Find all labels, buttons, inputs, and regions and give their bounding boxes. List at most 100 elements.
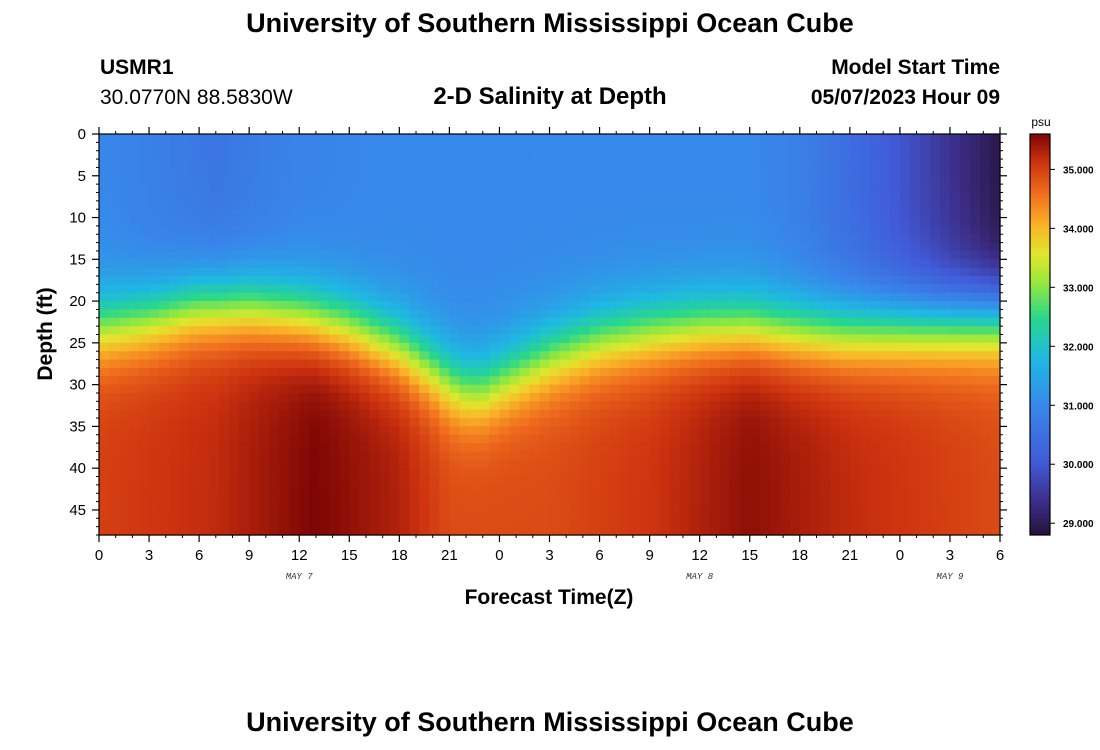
heatmap-cell xyxy=(349,142,360,152)
heatmap-cell xyxy=(99,250,110,260)
heatmap-cell xyxy=(219,443,230,453)
heatmap-cell xyxy=(369,217,380,227)
heatmap-cell xyxy=(539,184,551,194)
heatmap-cell xyxy=(639,501,651,511)
heatmap-cell xyxy=(259,509,270,519)
heatmap-cell xyxy=(429,484,440,494)
heatmap-cell xyxy=(209,209,220,219)
heatmap-cell xyxy=(159,184,170,194)
heatmap-cell xyxy=(299,184,310,194)
heatmap-cell xyxy=(209,509,220,519)
heatmap-cell xyxy=(339,242,350,252)
heatmap-cell xyxy=(919,192,931,202)
heatmap-cell xyxy=(439,501,450,511)
heatmap-cell xyxy=(889,209,901,219)
heatmap-cell xyxy=(709,267,721,277)
heatmap-cell xyxy=(529,526,541,536)
heatmap-cell xyxy=(729,292,741,302)
heatmap-cell xyxy=(729,401,741,411)
heatmap-cell xyxy=(209,476,220,486)
heatmap-cell xyxy=(459,326,471,336)
heatmap-cell xyxy=(379,200,390,210)
heatmap-cell xyxy=(259,225,270,235)
heatmap-cell xyxy=(739,342,751,352)
heatmap-cell xyxy=(169,518,180,528)
heatmap-cell xyxy=(309,526,320,536)
heatmap-cell xyxy=(149,192,160,202)
heatmap-cell xyxy=(639,225,651,235)
heatmap-cell xyxy=(519,200,531,210)
heatmap-cell xyxy=(799,434,811,444)
heatmap-cell xyxy=(859,167,871,177)
heatmap-cell xyxy=(639,267,651,277)
heatmap-cell xyxy=(819,367,831,377)
heatmap-cell xyxy=(269,334,280,344)
heatmap-cell xyxy=(919,175,931,185)
heatmap-cell xyxy=(519,418,531,427)
heatmap-cell xyxy=(839,367,851,377)
heatmap-cell xyxy=(579,284,591,294)
heatmap-cell xyxy=(489,292,501,302)
heatmap-cell xyxy=(819,200,831,210)
heatmap-cell xyxy=(929,159,941,169)
heatmap-cell xyxy=(649,359,661,369)
heatmap-cell xyxy=(549,459,561,469)
heatmap-cell xyxy=(709,468,721,478)
heatmap-cell xyxy=(199,234,210,244)
heatmap-cell xyxy=(689,217,701,227)
heatmap-cell xyxy=(309,509,320,519)
heatmap-cell xyxy=(679,493,691,503)
heatmap-cell xyxy=(799,376,811,386)
heatmap-cell xyxy=(139,142,150,152)
heatmap-cell xyxy=(459,301,471,311)
heatmap-cell xyxy=(749,476,761,486)
heatmap-cell xyxy=(239,509,250,519)
heatmap-cell xyxy=(409,359,420,369)
heatmap-cell xyxy=(759,409,771,419)
heatmap-cell xyxy=(399,192,410,202)
heatmap-cell xyxy=(799,476,811,486)
heatmap-cell xyxy=(199,392,210,402)
heatmap-cell xyxy=(839,468,851,478)
heatmap-cell xyxy=(299,518,310,528)
heatmap-cell xyxy=(219,250,230,260)
heatmap-cell xyxy=(729,476,741,486)
heatmap-cell xyxy=(749,351,761,361)
heatmap-cell xyxy=(749,142,761,152)
heatmap-cell xyxy=(629,434,641,444)
heatmap-cell xyxy=(989,384,1001,394)
heatmap-cell xyxy=(129,200,140,210)
heatmap-cell xyxy=(389,309,400,319)
heatmap-cell xyxy=(389,434,400,444)
heatmap-cell xyxy=(589,367,601,377)
heatmap-cell xyxy=(519,309,531,319)
heatmap-cell xyxy=(549,451,561,461)
heatmap-cell xyxy=(259,392,270,402)
heatmap-cell xyxy=(329,409,340,419)
heatmap-cell xyxy=(929,493,941,503)
heatmap-cell xyxy=(599,267,611,277)
heatmap-cell xyxy=(109,451,120,461)
x-tick-label: 6 xyxy=(195,547,203,564)
heatmap-cell xyxy=(599,301,611,311)
heatmap-cell xyxy=(489,476,501,486)
heatmap-cell xyxy=(199,150,210,160)
heatmap-cell xyxy=(849,259,861,269)
heatmap-cell xyxy=(329,468,340,478)
heatmap-cell xyxy=(689,401,701,411)
heatmap-cell xyxy=(669,476,681,486)
heatmap-cell xyxy=(689,518,701,528)
heatmap-cell xyxy=(189,184,200,194)
heatmap-cell xyxy=(769,209,781,219)
heatmap-cell xyxy=(509,301,521,311)
heatmap-cell xyxy=(639,384,651,394)
heatmap-cell xyxy=(159,309,170,319)
heatmap-cell xyxy=(709,242,721,252)
heatmap-cell xyxy=(599,392,611,402)
heatmap-cell xyxy=(829,250,841,260)
heatmap-cell xyxy=(619,167,631,177)
heatmap-cell xyxy=(289,159,300,169)
heatmap-cell xyxy=(929,150,941,160)
heatmap-cell xyxy=(379,301,390,311)
heatmap-cell xyxy=(499,309,511,319)
